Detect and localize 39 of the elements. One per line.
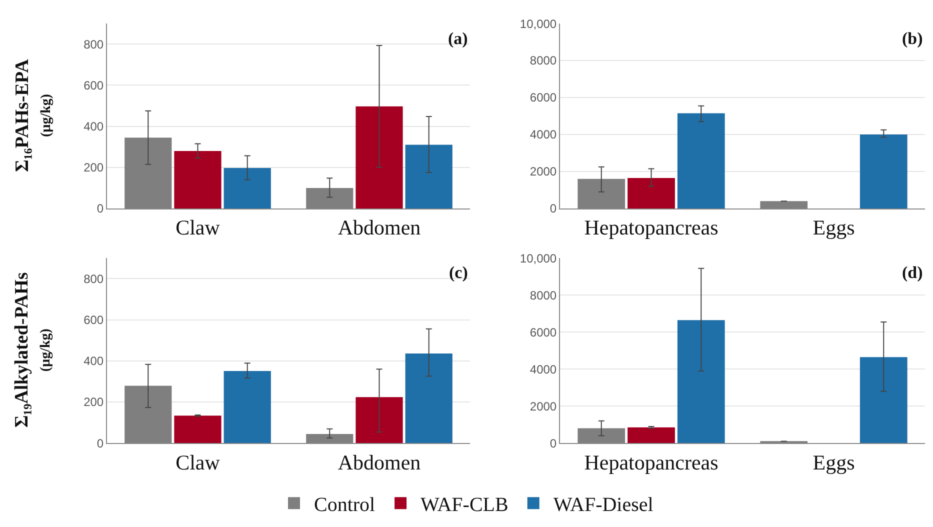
y-tick-label: 800	[84, 272, 104, 286]
x-tick-label: Eggs	[812, 216, 855, 240]
y-tick-label: 400	[84, 120, 104, 134]
y-tick-label: 0	[96, 202, 104, 216]
y-tick-label: 0	[550, 436, 557, 450]
y-tick-label: 2000	[530, 164, 557, 179]
x-tick-label: Hepatopancreas	[584, 216, 718, 240]
y-tick-label: 6000	[530, 90, 557, 105]
y-tick-label: 200	[84, 395, 104, 410]
y-tick-label: 4000	[530, 128, 557, 142]
legend-label: WAF-Diesel	[553, 494, 654, 516]
x-tick-label: Hepatopancreas	[584, 450, 718, 474]
y-tick-label: 200	[84, 160, 104, 175]
x-tick-label: Claw	[176, 216, 221, 240]
y-tick-label: 4000	[530, 362, 557, 376]
y-tick-label: 8000	[530, 288, 557, 302]
y-tick-label: 8000	[530, 54, 557, 68]
x-tick-label: Abdomen	[338, 216, 422, 240]
annotation: (c)	[449, 263, 468, 282]
y-axis-title: Σ₁₆PAHs-EPA (µg/kg)	[12, 58, 54, 172]
y-tick-label: 6000	[530, 325, 557, 340]
x-tick-label: Claw	[176, 450, 221, 474]
x-tick-label: Eggs	[812, 450, 855, 474]
y-tick-label: 0	[550, 202, 557, 216]
annotation: (b)	[902, 29, 923, 48]
y-tick-label: 400	[84, 354, 104, 368]
y-tick-label: 2000	[530, 399, 557, 414]
annotation: (d)	[902, 263, 923, 282]
y-tick-label: 0	[96, 436, 104, 450]
y-tick-label: 10,000	[520, 251, 557, 266]
y-tick-label: 10,000	[520, 16, 557, 31]
annotation: (a)	[448, 29, 468, 48]
y-tick-label: 600	[84, 312, 104, 327]
legend-label: Control	[314, 494, 376, 516]
y-tick-label: 600	[84, 78, 104, 92]
x-tick-label: Abdomen	[338, 450, 422, 474]
y-axis-title: Σ₁₉Alkylated-PAHs (µg/kg)	[11, 272, 54, 428]
legend-label: WAF-CLB	[420, 494, 508, 516]
y-tick-label: 800	[84, 37, 104, 52]
